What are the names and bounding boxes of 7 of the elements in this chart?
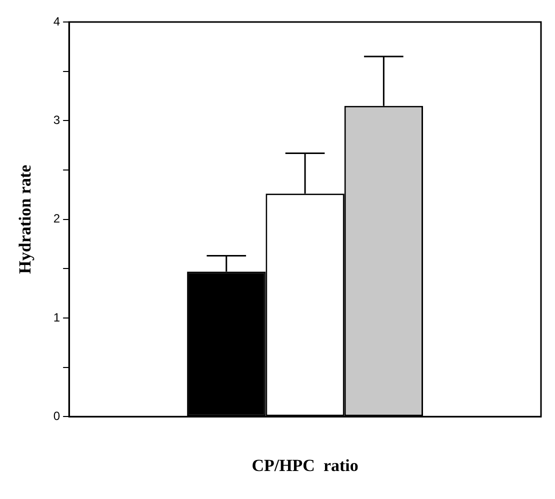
y-axis-title: Hydration rate: [16, 164, 35, 274]
y-tick-label: 4: [53, 14, 60, 28]
y-tick-label: 0: [53, 408, 60, 423]
y-tick-label: 3: [53, 112, 60, 127]
y-tick-label: 1: [53, 310, 60, 324]
x-axis-title: CP/HPC ratio: [252, 456, 358, 476]
y-tick-label: 2: [53, 212, 60, 226]
